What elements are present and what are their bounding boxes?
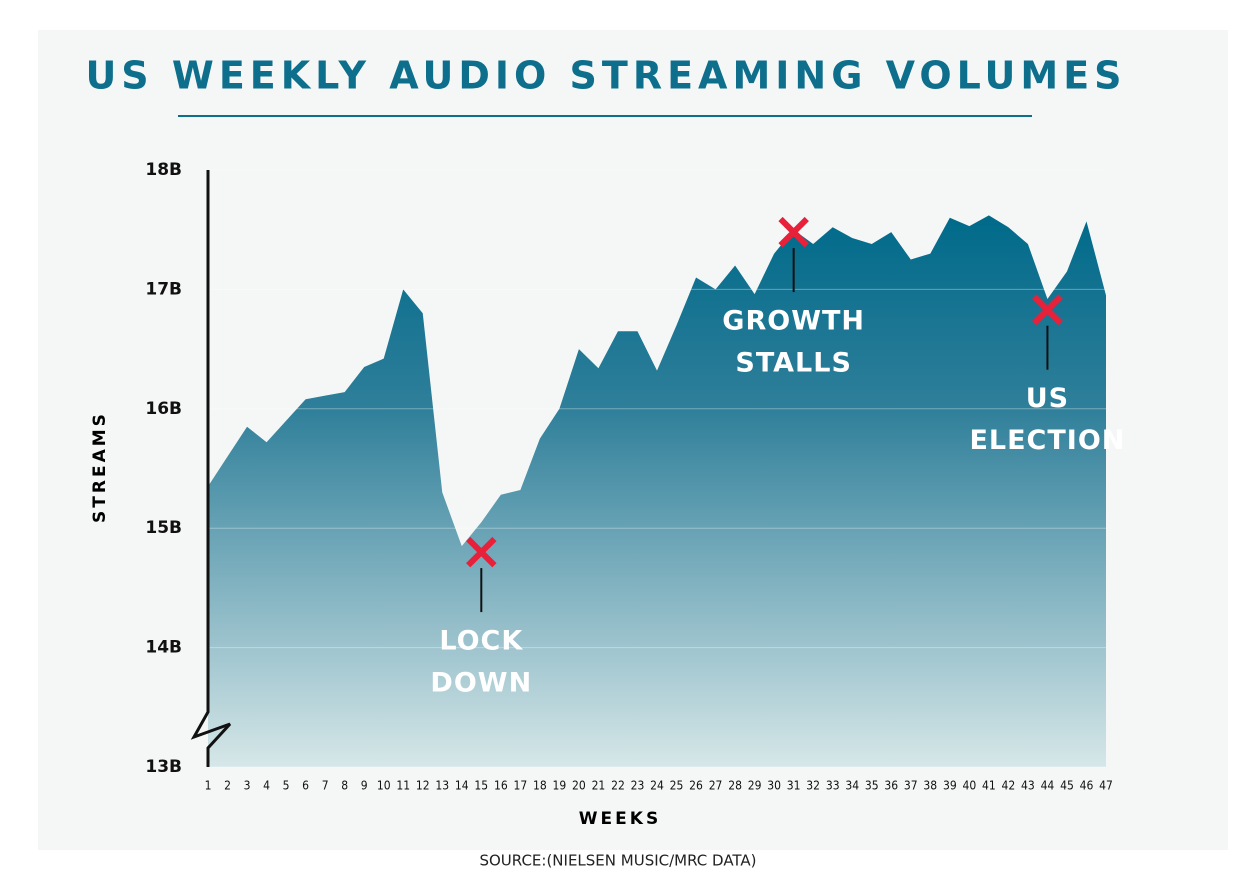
x-tick-label: 38 [923,779,937,793]
y-tick-label: 16B [145,399,182,419]
x-tick-label: 11 [396,779,410,793]
x-tick-label: 47 [1099,779,1113,793]
annotation-text: STALLS [735,348,852,379]
y-tick-label: 18B [145,160,182,180]
x-tick-label: 5 [283,779,290,793]
x-tick-label: 13 [435,779,449,793]
x-tick-label: 20 [572,779,586,793]
area [208,215,1106,767]
x-tick-label: 19 [553,779,567,793]
x-tick-label: 24 [650,779,664,793]
chart-title: US WEEKLY AUDIO STREAMING VOLUMES [85,54,1126,98]
x-tick-label: 44 [1041,779,1055,793]
source: SOURCE:(NIELSEN MUSIC/MRC DATA) [479,852,756,870]
x-tick-label: 12 [416,779,430,793]
y-tick-label: 13B [145,757,182,777]
x-tick-label: 16 [494,779,508,793]
x-tick-label: 1 [205,779,212,793]
x-tick-label: 15 [474,779,488,793]
x-tick-label: 31 [787,779,801,793]
x-tick-label: 45 [1060,779,1074,793]
annotation-text: GROWTH [722,306,865,337]
x-tick-label: 27 [709,779,723,793]
annotation: GROWTH STALLS [722,216,865,379]
x-tick-label: 40 [962,779,976,793]
x-tick-label: 9 [361,779,368,793]
x-tick-label: 17 [513,779,527,793]
x-tick-label: 10 [377,779,391,793]
x-axis-label: WEEKS [579,809,661,829]
x-tick-label: 42 [1002,779,1016,793]
x-tick-label: 29 [748,779,762,793]
x-tick-label: 8 [341,779,348,793]
x-tick-label: 7 [322,779,329,793]
x-tick-label: 33 [826,779,840,793]
x-tick-label: 6 [302,779,309,793]
x-tick-label: 18 [533,779,547,793]
annotation-text: ELECTION [969,425,1125,456]
annotation-marker [1032,294,1063,325]
x-tick-label: 37 [904,779,918,793]
x-tick-label: 26 [689,779,703,793]
x-tick-label: 32 [806,779,820,793]
y-tick-label: 15B [145,518,182,538]
annotation: US ELECTION [969,294,1125,456]
x-tick-label: 23 [631,779,645,793]
y-tick-label: 14B [145,638,182,658]
x-tick-label: 25 [670,779,684,793]
y-tick-label: 17B [145,279,182,299]
x-tick-label: 3 [244,779,251,793]
x-tick-label: 43 [1021,779,1035,793]
x-tick-label: 28 [728,779,742,793]
x-tick-label: 36 [884,779,898,793]
annotation: LOCK DOWN [430,536,532,699]
x-tick-label: 46 [1080,779,1094,793]
x-tick-label: 34 [845,779,859,793]
x-tick-label: 22 [611,779,625,793]
x-tick-label: 21 [592,779,606,793]
y-axis-label: STREAMS [90,411,110,523]
annotation-text: US [1026,383,1069,414]
x-tick-label: 14 [455,779,469,793]
annotation-text: LOCK [439,626,523,657]
x-tick-label: 4 [263,779,270,793]
x-tick-label: 41 [982,779,996,793]
x-tick-label: 30 [767,779,781,793]
y-axis [190,170,232,767]
annotation-marker [466,536,497,568]
annotation-marker [778,216,809,248]
x-tick-label: 35 [865,779,879,793]
x-tick-label: 2 [224,779,231,793]
x-tick-label: 39 [943,779,957,793]
annotation-text: DOWN [430,668,532,699]
